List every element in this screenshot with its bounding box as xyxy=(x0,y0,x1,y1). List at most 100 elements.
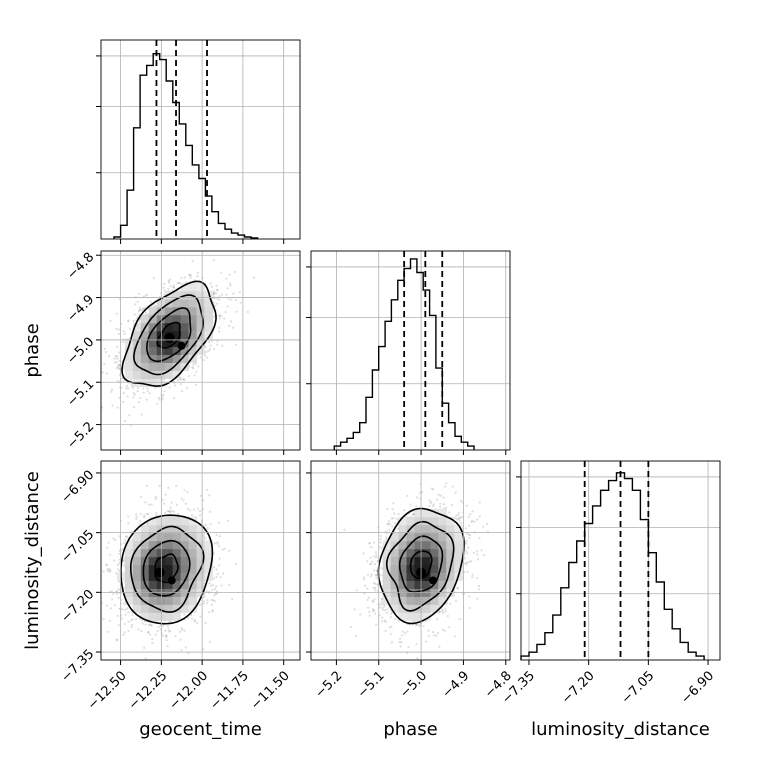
density-cell xyxy=(196,580,206,589)
x-tick-label-phase: −5.2 xyxy=(313,668,346,701)
density-cell xyxy=(188,540,198,550)
scatter-point xyxy=(167,628,170,631)
scatter-point xyxy=(110,388,114,391)
density-cell xyxy=(446,540,455,550)
scatter-point xyxy=(138,617,142,620)
scatter-point xyxy=(144,311,147,314)
scatter-point xyxy=(428,504,431,508)
density-cell xyxy=(196,290,206,300)
scatter-point xyxy=(130,383,133,386)
density-cell xyxy=(172,612,182,621)
scatter-point xyxy=(216,542,219,545)
density-cell xyxy=(132,330,142,340)
scatter-point xyxy=(391,508,394,511)
scatter-point xyxy=(147,513,150,516)
scatter-point xyxy=(117,364,121,367)
scatter-point xyxy=(116,568,120,571)
scatter-point xyxy=(212,315,216,318)
scatter-point xyxy=(212,566,215,569)
panel-frame-2-0 xyxy=(100,460,301,661)
scatter-point xyxy=(133,406,136,409)
scatter-point xyxy=(162,624,165,627)
scatter-point xyxy=(412,513,415,516)
density-cell xyxy=(140,548,150,558)
density-cell xyxy=(204,298,214,308)
scatter-point xyxy=(467,524,471,527)
scatter-point xyxy=(214,592,217,595)
scatter-point xyxy=(144,623,147,626)
scatter-point xyxy=(168,509,171,513)
scatter-point xyxy=(145,293,149,296)
scatter-point xyxy=(122,367,125,370)
scatter-point xyxy=(167,279,170,282)
scatter-point xyxy=(211,285,214,288)
scatter-point xyxy=(370,560,373,564)
density-cell xyxy=(124,596,134,605)
scatter-point xyxy=(199,356,202,359)
scatter-point xyxy=(407,646,410,649)
scatter-point xyxy=(197,507,200,510)
scatter-point xyxy=(398,637,402,640)
scatter-point xyxy=(194,619,197,622)
scatter-point xyxy=(220,314,223,317)
density-cell xyxy=(188,322,198,332)
scatter-point xyxy=(171,509,174,513)
scatter-point xyxy=(193,374,196,377)
scatter-point xyxy=(478,537,481,540)
scatter-point xyxy=(137,529,140,532)
contour-level-2 xyxy=(398,535,444,593)
scatter-point xyxy=(369,563,372,566)
scatter-point xyxy=(116,357,119,360)
density-cell xyxy=(398,516,408,526)
density-cell xyxy=(398,596,408,605)
scatter-point xyxy=(464,527,467,530)
scatter-point xyxy=(141,307,144,310)
scatter-point xyxy=(183,378,186,381)
scatter-point xyxy=(117,332,120,335)
scatter-point xyxy=(384,530,387,533)
scatter-point xyxy=(116,379,119,382)
scatter-point xyxy=(384,629,387,633)
scatter-point xyxy=(108,568,111,571)
scatter-point xyxy=(465,549,468,552)
contour-level-1 xyxy=(409,550,433,580)
scatter-point xyxy=(198,510,202,513)
scatter-point xyxy=(393,512,396,515)
scatter-point xyxy=(232,292,235,295)
scatter-point xyxy=(179,638,182,641)
density-cell xyxy=(164,564,174,574)
scatter-point xyxy=(154,304,157,307)
density-cell xyxy=(188,354,198,364)
scatter-point xyxy=(471,573,474,576)
scatter-point xyxy=(180,627,183,630)
density-cell xyxy=(390,596,400,605)
scatter-point xyxy=(429,502,432,505)
scatter-point xyxy=(246,310,249,314)
scatter-point xyxy=(205,601,209,605)
scatter-point xyxy=(451,485,454,488)
contour-core xyxy=(164,332,175,343)
panel-frame-1-0 xyxy=(100,250,301,451)
scatter-point xyxy=(223,317,226,320)
scatter-point xyxy=(109,553,112,556)
scatter-point xyxy=(142,391,145,394)
scatter-point xyxy=(467,546,470,549)
scatter-point xyxy=(221,548,224,551)
scatter-point xyxy=(478,501,481,504)
scatter-point xyxy=(189,274,192,277)
scatter-point xyxy=(476,597,479,601)
scatter-point xyxy=(375,576,378,580)
scatter-point xyxy=(127,320,130,323)
scatter-point xyxy=(177,281,180,284)
density-cell xyxy=(140,330,150,340)
density-cell xyxy=(148,338,158,348)
density-cell xyxy=(382,572,392,581)
scatter-point xyxy=(445,482,448,485)
scatter-point xyxy=(169,285,172,288)
scatter-point xyxy=(368,542,371,545)
scatter-point xyxy=(180,390,184,393)
scatter-point xyxy=(180,276,183,280)
scatter-point xyxy=(442,496,445,499)
scatter-point xyxy=(403,632,407,635)
density-cell xyxy=(406,580,416,589)
